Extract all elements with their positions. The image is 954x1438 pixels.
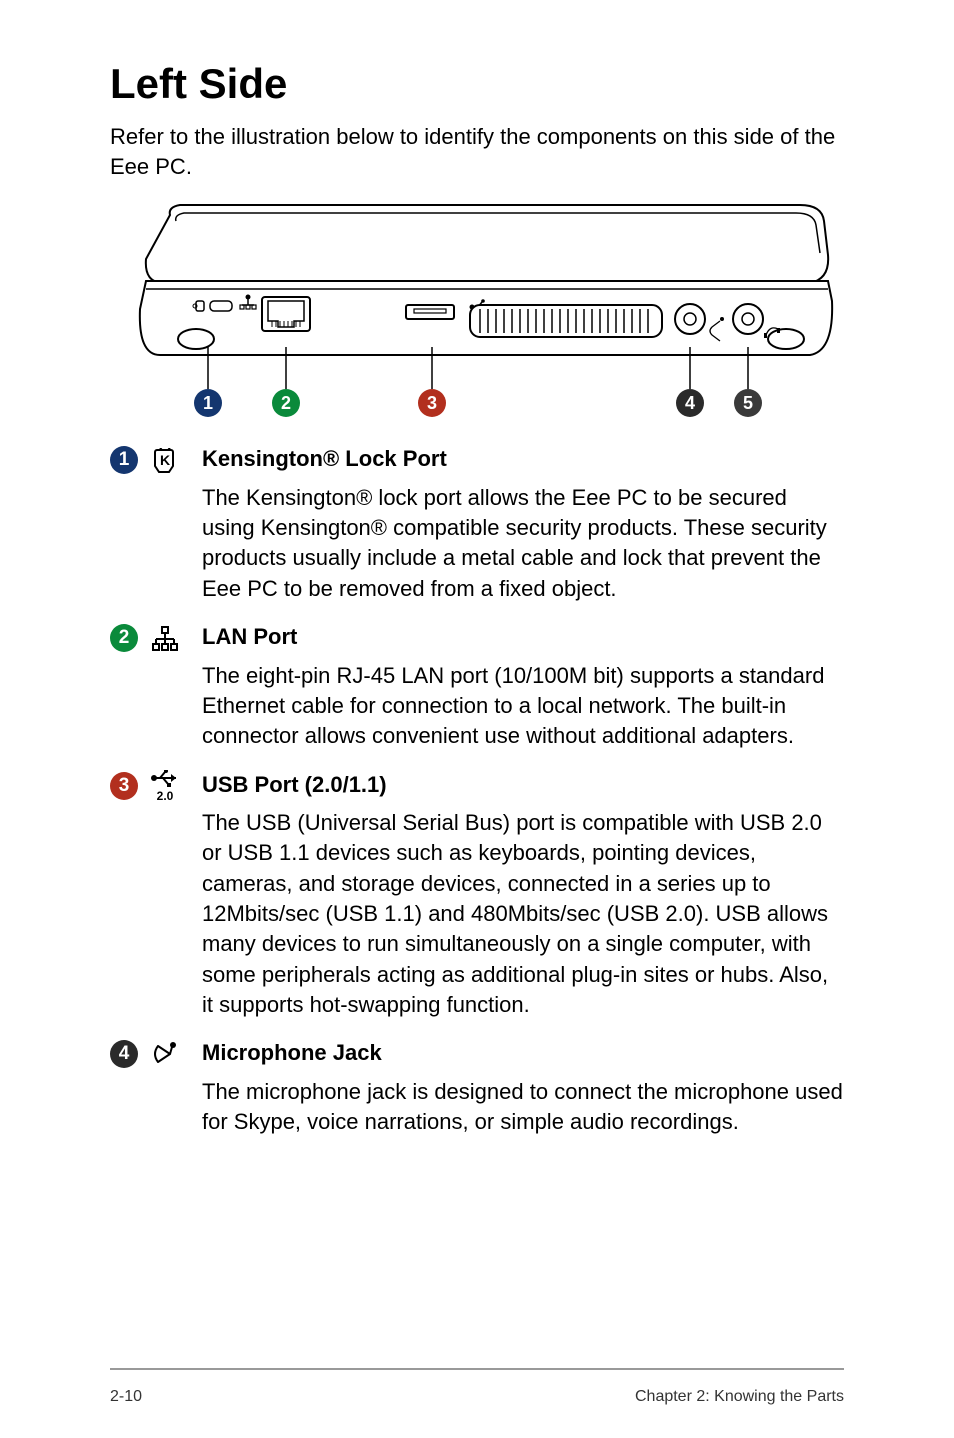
footer-chapter: Chapter 2: Knowing the Parts [635, 1388, 844, 1406]
item-number-badge: 2 [110, 624, 138, 652]
item-number-badge: 3 [110, 772, 138, 800]
svg-text:K: K [160, 452, 170, 468]
item-description: The USB (Universal Serial Bus) port is c… [202, 808, 844, 1021]
item-title: USB Port (2.0/1.1) [202, 770, 844, 800]
page-title: Left Side [110, 60, 844, 108]
intro-text: Refer to the illustration below to ident… [110, 122, 844, 181]
svg-text:5: 5 [743, 393, 753, 413]
item-title: Kensington® Lock Port [202, 444, 844, 474]
svg-text:1: 1 [203, 393, 213, 413]
item-description: The Kensington® lock port allows the Eee… [202, 483, 844, 604]
item-description: The eight-pin RJ-45 LAN port (10/100M bi… [202, 661, 844, 752]
item-number-badge: 1 [110, 446, 138, 474]
side-diagram: 2.0 12345 [110, 201, 844, 421]
feature-item: 3 2.0 USB Port (2.0/1.1) The USB (Universal… [110, 770, 844, 1021]
svg-text:2.0: 2.0 [157, 789, 174, 803]
footer-page-number: 2-10 [110, 1388, 142, 1406]
item-title: Microphone Jack [202, 1038, 844, 1068]
kensington-icon: K [150, 446, 180, 476]
feature-item: 4 Microphone Jack The microphone jack is d… [110, 1038, 844, 1137]
item-description: The microphone jack is designed to conne… [202, 1077, 844, 1138]
svg-text:2: 2 [281, 393, 291, 413]
svg-text:3: 3 [427, 393, 437, 413]
svg-text:4: 4 [685, 393, 695, 413]
lan-icon [150, 624, 180, 654]
item-number-badge: 4 [110, 1040, 138, 1068]
item-title: LAN Port [202, 622, 844, 652]
feature-item: 1 K Kensington® Lock Port The Kensington® l… [110, 444, 844, 604]
feature-item: 2 LAN Port The eight-pin RJ-45 LAN port (1… [110, 622, 844, 751]
footer-rule [110, 1368, 844, 1370]
mic-icon [150, 1040, 180, 1070]
usb-icon: 2.0 [150, 772, 180, 802]
